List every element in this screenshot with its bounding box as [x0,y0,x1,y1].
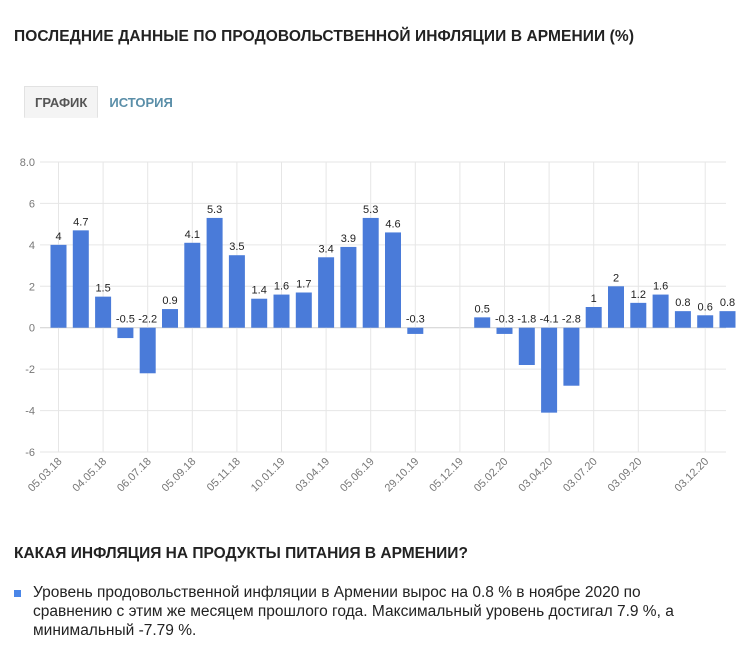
chart-bar [541,327,558,413]
bar-data-label: -0.5 [116,314,135,326]
chart-tabs: ГРАФИК ИСТОРИЯ [24,86,184,118]
bar-data-label: 5.3 [207,204,222,216]
x-tick-label: 03.04.19 [293,456,332,495]
x-tick-label: 05.09.18 [160,456,199,495]
bar-data-label: 0.8 [675,297,690,309]
chart-bar [117,327,134,339]
x-tick-label: 03.12.20 [673,456,712,495]
summary-text: Уровень продовольственной инфляции в Арм… [33,584,674,639]
chart-bar [206,217,223,328]
x-tick-label: 05.12.19 [427,456,466,495]
x-tick-label: 05.03.18 [26,456,65,495]
bar-data-label: 3.5 [229,241,244,253]
y-tick-label: 4 [29,240,35,252]
bar-data-label: -0.3 [495,314,514,326]
chart-bar [585,307,602,328]
bar-data-label: 0.9 [162,295,177,307]
bar-data-label: 4.6 [385,218,400,230]
bar-data-label: 1.7 [296,279,311,291]
bullet-icon [14,590,21,597]
bar-data-label: 0.8 [720,297,735,309]
x-tick-label: 03.07.20 [561,456,600,495]
chart-bar [50,244,67,328]
x-tick-label: 03.09.20 [606,456,645,495]
bar-data-label: 0.5 [475,303,490,315]
chart-bar [630,302,647,328]
section-heading: КАКАЯ ИНФЛЯЦИЯ НА ПРОДУКТЫ ПИТАНИЯ В АРМ… [14,545,468,562]
y-tick-label: -4 [25,406,35,418]
bar-data-label: 3.4 [318,243,333,255]
chart-bar [385,232,401,328]
chart-bar [474,317,491,328]
bar-data-label: 5.3 [363,204,378,216]
chart-bar [340,246,357,328]
y-tick-label: 6 [29,198,35,210]
chart-bar [362,217,379,328]
x-tick-label: 05.11.18 [205,456,243,494]
bar-data-label: -4.1 [540,314,559,326]
bar-data-label: 4 [55,231,61,243]
bar-data-label: 1.6 [274,281,289,293]
bar-data-label: -0.3 [406,314,425,326]
bar-data-label: 1.2 [631,289,646,301]
bar-data-label: 1.4 [252,285,267,297]
y-tick-label: 0 [29,323,35,335]
y-tick-label: 8.0 [20,157,35,169]
chart-bar [95,296,112,328]
chart-bar [228,255,245,328]
chart-bar [652,294,669,328]
x-tick-label: 04.05.18 [70,456,109,495]
x-tick-label: 29.10.19 [383,456,422,495]
bar-data-label: -2.2 [138,314,157,326]
bar-data-label: 1.5 [95,283,110,295]
x-tick-label: 10.01.19 [249,456,288,495]
chart-bar [251,298,268,328]
tab-history[interactable]: ИСТОРИЯ [109,95,173,110]
chart-bar [184,242,201,328]
chart-bar [719,311,736,328]
y-tick-label: 2 [29,281,35,293]
x-tick-label: 05.06.19 [338,456,377,495]
bar-data-label: 1.6 [653,281,668,293]
bar-data-label: 0.6 [698,301,713,313]
bar-data-label: 2 [613,272,619,284]
chart-bar [674,311,691,328]
chart-bar [318,257,335,328]
bar-data-label: 4.1 [185,229,200,241]
chart-bar [295,292,312,328]
chart-bar [518,327,535,365]
chart-bar [496,327,513,334]
y-tick-label: -6 [25,447,35,459]
bar-data-label: 4.7 [73,216,88,228]
bar-data-label: -2.8 [562,314,581,326]
bar-data-label: 1 [591,293,597,305]
bar-data-label: -1.8 [517,314,536,326]
summary-list-item: Уровень продовольственной инфляции в Арм… [14,583,714,640]
x-tick-label: 05.02.20 [472,456,511,495]
inflation-chart: 8.0 6 4 2 0 -2 -4 -6 05.03.18 04.05.18 06.07.18 05.… [0,140,749,520]
chart-bar [563,327,580,386]
chart-bar [139,327,156,374]
chart-bar [273,294,290,328]
bar-data-label: 3.9 [341,233,356,245]
chart-bar [72,230,89,328]
chart-bar [608,286,624,328]
chart-bar [407,327,424,334]
page-title: ПОСЛЕДНИЕ ДАННЫЕ ПО ПРОДОВОЛЬСТВЕННОЙ ИН… [14,28,635,45]
tab-chart[interactable]: ГРАФИК [24,86,99,118]
chart-bar [697,315,714,328]
y-tick-label: -2 [25,364,35,376]
x-tick-label: 06.07.18 [115,456,154,495]
x-tick-label: 03.04.20 [516,456,555,495]
chart-bar [162,309,178,328]
